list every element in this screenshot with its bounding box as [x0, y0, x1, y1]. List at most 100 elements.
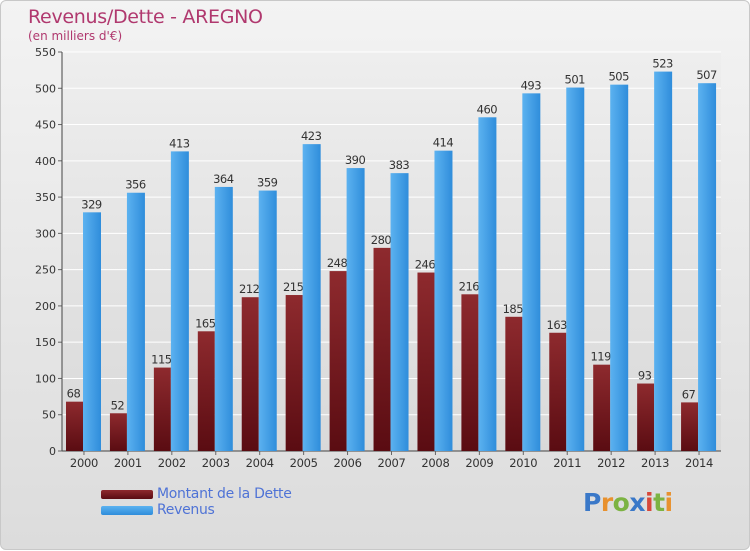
bar-debt [329, 271, 347, 451]
bar-revenue [126, 192, 145, 452]
x-tick-label: 2007 [377, 456, 405, 470]
bar-debt [593, 364, 611, 451]
data-label-revenue: 390 [345, 153, 366, 167]
bar-revenue [258, 190, 277, 451]
x-tick-label: 2014 [685, 456, 713, 470]
data-label-revenue: 414 [433, 136, 454, 150]
y-tick-label: 200 [35, 300, 56, 313]
logo-letter: i [664, 488, 674, 517]
bar-revenue [610, 84, 629, 452]
data-label-revenue: 383 [389, 158, 410, 172]
data-label-debt: 67 [682, 387, 696, 401]
y-tick-label: 450 [35, 119, 56, 132]
x-tick-label: 2002 [158, 456, 186, 470]
bar-revenue [390, 173, 409, 451]
data-label-debt: 185 [503, 302, 524, 316]
data-label-revenue: 493 [521, 78, 542, 92]
bar-debt [153, 367, 171, 451]
x-tick-label: 2000 [70, 456, 98, 470]
y-tick-label: 300 [35, 227, 56, 240]
y-tick-label: 550 [35, 46, 56, 59]
proxiti-logo: Proxiti [583, 488, 673, 517]
bar-debt [109, 413, 127, 451]
bar-revenue [214, 186, 233, 451]
y-tick-label: 0 [49, 445, 56, 458]
data-label-debt: 52 [111, 398, 125, 412]
data-label-revenue: 523 [652, 57, 673, 71]
bar-debt [681, 402, 699, 451]
logo-letter: o [612, 488, 630, 517]
y-tick-label: 250 [35, 264, 56, 277]
bar-revenue [83, 212, 101, 451]
bar-revenue [302, 144, 321, 451]
x-tick-label: 2010 [509, 456, 537, 470]
data-label-debt: 248 [327, 256, 348, 270]
x-tick-label: 2009 [465, 456, 493, 470]
data-label-revenue: 413 [169, 136, 190, 150]
bar-revenue [522, 93, 541, 452]
legend-swatch-revenue [101, 506, 153, 515]
data-label-debt: 119 [590, 350, 611, 364]
data-label-debt: 68 [67, 387, 81, 401]
bar-revenue [346, 168, 365, 451]
data-label-debt: 212 [239, 282, 260, 296]
legend-swatch-debt [101, 490, 153, 499]
data-label-revenue: 329 [81, 197, 102, 211]
bar-debt [417, 272, 435, 451]
bar-debt [66, 401, 83, 451]
x-tick-label: 2004 [246, 456, 274, 470]
y-tick-label: 150 [35, 336, 56, 349]
data-label-debt: 246 [415, 258, 436, 272]
bar-revenue [170, 151, 189, 451]
x-tick-label: 2012 [597, 456, 625, 470]
data-label-revenue: 505 [608, 70, 629, 84]
data-label-debt: 93 [638, 369, 652, 383]
y-tick-label: 350 [35, 191, 56, 204]
data-label-debt: 115 [151, 353, 172, 367]
y-tick-label: 100 [35, 372, 56, 385]
x-tick-label: 2011 [553, 456, 581, 470]
data-label-revenue: 507 [696, 68, 717, 82]
logo-letter: P [583, 488, 601, 517]
data-label-revenue: 359 [257, 176, 278, 190]
legend-label-debt: Montant de la Dette [157, 486, 292, 502]
data-label-debt: 280 [371, 233, 392, 247]
bar-debt [285, 295, 303, 451]
bar-debt [549, 332, 567, 451]
legend-label-revenue: Revenus [157, 502, 215, 518]
bar-debt [241, 297, 259, 451]
data-label-revenue: 356 [125, 178, 146, 192]
bar-debt [461, 294, 479, 451]
chart-title: Revenus/Dette - AREGNO [28, 6, 263, 28]
logo-letter: x [629, 488, 645, 517]
data-label-revenue: 460 [477, 102, 498, 116]
bar-revenue [566, 87, 585, 451]
x-tick-label: 2006 [334, 456, 362, 470]
data-label-debt: 163 [547, 318, 568, 332]
data-label-revenue: 364 [213, 172, 234, 186]
y-tick-label: 500 [35, 82, 56, 95]
x-tick-label: 2005 [290, 456, 318, 470]
chart-subtitle: (en milliers d'€) [28, 29, 123, 43]
x-tick-label: 2001 [114, 456, 142, 470]
x-tick-label: 2013 [641, 456, 669, 470]
bar-debt [197, 331, 215, 451]
data-label-revenue: 423 [301, 129, 322, 143]
logo-letter: i [645, 488, 654, 517]
bar-revenue [698, 83, 717, 451]
logo-letter: t [653, 488, 665, 517]
bar-revenue [654, 71, 673, 451]
logo-letter: r [600, 488, 613, 517]
data-label-revenue: 501 [565, 73, 586, 87]
bar-revenue [478, 117, 497, 452]
data-label-debt: 215 [283, 280, 304, 294]
bar-revenue [434, 150, 453, 452]
data-label-debt: 216 [459, 279, 480, 293]
x-tick-label: 2008 [421, 456, 449, 470]
bar-debt [505, 316, 523, 451]
bar-debt [373, 247, 391, 451]
bar-debt [637, 383, 655, 451]
y-tick-label: 50 [42, 409, 56, 422]
